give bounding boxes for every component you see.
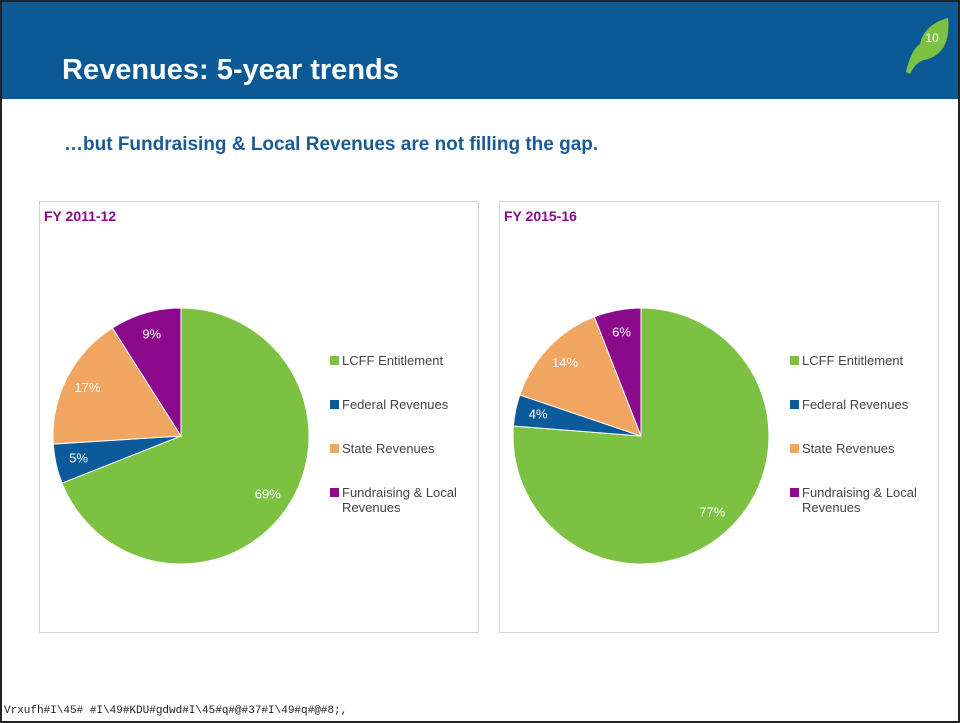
data-label: 17% [74,380,100,395]
pie-slice [519,316,642,437]
data-label: 77% [699,504,725,519]
legend-label: LCFF Entitlement [342,353,444,368]
pie-slice [61,307,310,565]
chart-title: FY 2011-12 [44,208,117,224]
legend-swatch [790,444,799,453]
data-label: 5% [69,450,88,465]
header-band [2,2,958,99]
legend-label: LCFF Entitlement [802,353,904,368]
legend-label: Federal Revenues [802,397,909,412]
legend-swatch [790,356,799,365]
pie-slice [52,327,182,445]
pie-slice [512,307,770,565]
slide-title: Revenues: 5-year trends [62,54,399,86]
data-label: 9% [142,327,161,342]
data-label: 6% [612,324,631,339]
chart-title: FY 2015-16 [504,208,577,224]
legend-swatch [330,444,339,453]
legend-label: Federal Revenues [342,397,449,412]
legend-label: Fundraising & Local Revenues [802,485,917,515]
legend-swatch [330,356,339,365]
legend-swatch [330,400,339,409]
pie-slice [111,307,182,438]
legend-swatch [790,488,799,497]
page-number: 10 [925,31,939,45]
legend-label: State Revenues [802,441,895,456]
pie-chart: 69% 5% 17% 9% [52,307,310,565]
legend-swatch [330,488,339,497]
data-label: 14% [552,355,578,370]
chart-box: FY 2011-12 69% 5% 17% 9% LCFF Entitlement Fede… [39,201,479,633]
chart-box: FY 2015-16 77% 4% 14% 6% LCFF Entitlement Fede… [499,201,939,633]
legend-swatch [790,400,799,409]
legend-label: State Revenues [342,441,435,456]
data-label: 69% [255,486,281,501]
footer: Vrxufh#I\45# #I\49#KDU#gdwd#I\45#q#@#37#… [4,705,348,717]
pie-chart: 77% 4% 14% 6% [512,307,770,565]
legend-label: Fundraising & Local Revenues [342,485,457,515]
pie-slice [593,307,642,437]
leaf-icon: 10 [906,18,949,74]
data-label: 4% [529,406,548,421]
slide-subtitle: …but Fundraising & Local Revenues are no… [64,134,599,155]
